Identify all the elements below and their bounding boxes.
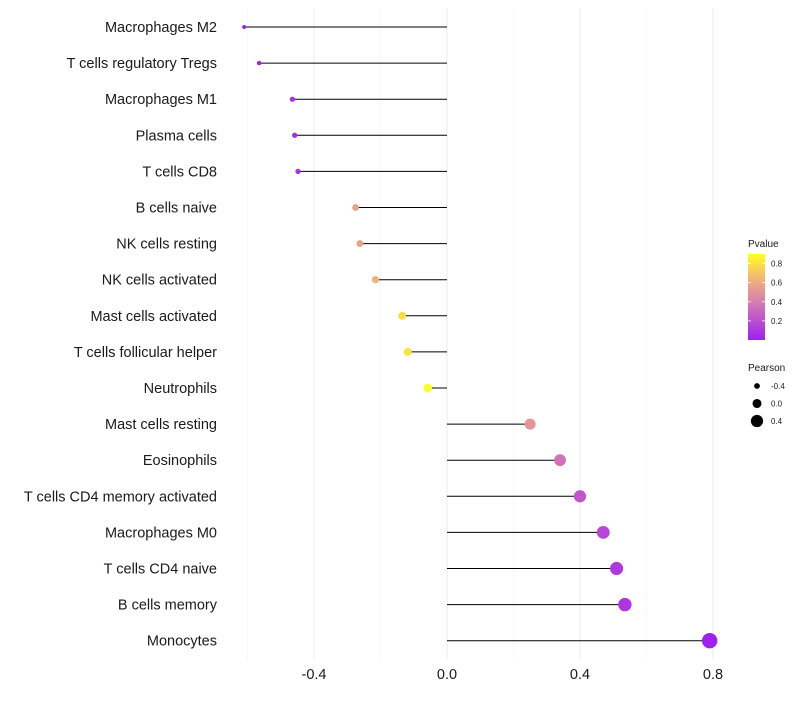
y-axis-labels: Macrophages M2 T cells regulatory Tregs Ma… xyxy=(24,20,218,650)
stems xyxy=(244,26,710,642)
data-point xyxy=(356,240,364,248)
x-axis-ticks: -0.4 0.0 0.4 0.8 xyxy=(302,667,724,683)
y-tick-label: Eosinophils xyxy=(143,453,217,469)
data-point xyxy=(403,347,412,356)
data-point xyxy=(242,24,247,30)
legends: Pvalue 0.8 0.6 0.4 0.2 Pearson -0.4 0.0 0.4 xyxy=(748,239,785,428)
data-point xyxy=(701,632,718,649)
y-tick-label: Mast cells resting xyxy=(105,417,217,433)
y-tick-label: T cells CD4 naive xyxy=(104,562,217,578)
pearson-legend-title: Pearson xyxy=(748,363,785,374)
pvalue-legend-label: 0.8 xyxy=(771,260,783,269)
x-tick-label: 0.4 xyxy=(570,667,590,683)
data-point xyxy=(423,383,432,393)
pearson-legend-label: -0.4 xyxy=(771,382,785,391)
y-tick-label: T cells CD8 xyxy=(142,164,217,180)
pearson-legend-label: 0.4 xyxy=(771,417,783,426)
y-tick-label: T cells CD4 memory activated xyxy=(24,489,217,505)
y-tick-label: B cells naive xyxy=(136,201,217,217)
pearson-legend-key xyxy=(754,383,760,389)
y-tick-label: Monocytes xyxy=(147,634,217,650)
pvalue-legend-label: 0.6 xyxy=(771,279,783,288)
pvalue-legend-label: 0.2 xyxy=(771,317,783,326)
data-point xyxy=(596,525,610,539)
x-tick-label: 0.0 xyxy=(437,667,457,683)
x-tick-label: 0.8 xyxy=(703,667,723,683)
data-point xyxy=(524,418,536,430)
y-tick-label: B cells memory xyxy=(118,598,218,614)
data-point xyxy=(289,96,296,102)
pvalue-legend-title: Pvalue xyxy=(748,239,779,250)
pearson-legend-label: 0.0 xyxy=(771,400,783,409)
x-tick-label: -0.4 xyxy=(302,667,327,683)
y-tick-label: Neutrophils xyxy=(144,381,217,397)
points xyxy=(242,24,718,649)
grid xyxy=(247,8,714,660)
y-tick-label: Mast cells activated xyxy=(90,309,217,325)
y-tick-label: Macrophages M1 xyxy=(105,92,217,108)
y-tick-label: T cells follicular helper xyxy=(74,345,217,361)
data-point xyxy=(295,168,301,175)
y-tick-label: T cells regulatory Tregs xyxy=(67,56,217,72)
data-point xyxy=(618,597,632,612)
pearson-legend-key xyxy=(750,414,764,428)
y-tick-label: Plasma cells xyxy=(136,128,217,144)
data-point xyxy=(573,490,587,503)
data-point xyxy=(256,60,262,66)
pvalue-legend-label: 0.4 xyxy=(771,298,783,307)
pvalue-colorbar xyxy=(748,254,765,340)
data-point xyxy=(554,454,566,467)
y-tick-label: Macrophages M2 xyxy=(105,20,217,36)
y-tick-label: Macrophages M0 xyxy=(105,525,217,541)
y-tick-label: NK cells activated xyxy=(102,273,217,289)
data-point xyxy=(609,561,624,576)
y-tick-label: NK cells resting xyxy=(116,237,217,253)
data-point xyxy=(371,276,380,284)
data-point xyxy=(292,132,298,138)
data-point xyxy=(398,311,407,320)
data-point xyxy=(352,204,359,211)
pearson-legend-key xyxy=(752,398,762,409)
